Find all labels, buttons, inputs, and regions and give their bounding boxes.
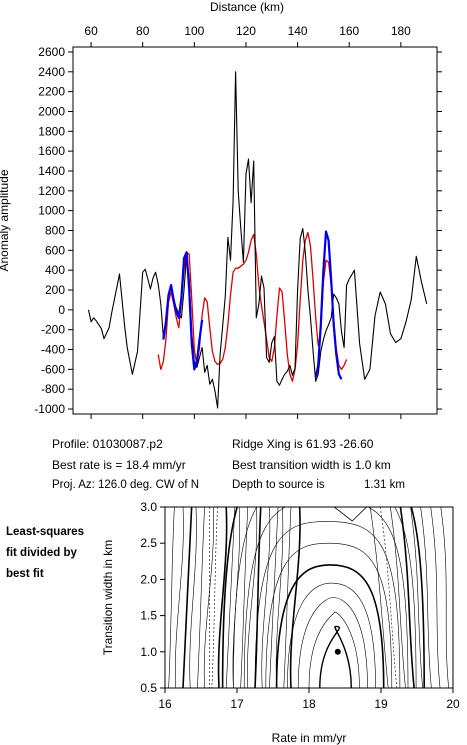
best-rate-label: Best rate is = 18.4 mm/yr xyxy=(52,458,186,472)
projection-azimuth-label: Proj. Az: 126.0 deg. CW of N xyxy=(52,479,200,491)
y-tick-label: 0 xyxy=(58,303,65,317)
depth-to-source-value: 1.31 km xyxy=(364,479,405,491)
y-tick-label: 2600 xyxy=(38,45,65,59)
y-tick-label: 2200 xyxy=(38,85,65,99)
contour-line xyxy=(390,507,406,688)
contour-line xyxy=(399,507,415,688)
y-tick-label: 400 xyxy=(45,263,65,277)
x-tick-label: 19 xyxy=(374,697,388,711)
y-tick-label: 2000 xyxy=(38,104,65,118)
contour-field xyxy=(168,507,449,688)
contour-line xyxy=(225,507,236,688)
contour-line xyxy=(333,507,367,522)
misfit-note-line-2: fit divided by xyxy=(6,547,77,559)
x-tick-label: 100 xyxy=(184,24,204,38)
contour-line xyxy=(217,507,228,688)
y-axis-title: Transition width in km xyxy=(101,540,115,656)
contour-line xyxy=(261,507,271,688)
best-transition-width-label: Best transition width is 1.0 km xyxy=(232,458,391,472)
y-tick-label: 1.0 xyxy=(140,645,157,659)
contour-line xyxy=(269,507,279,688)
contour-line xyxy=(440,507,449,688)
anomaly-chart: -1000 -800 -600 -400 -200 0 200 400 600 800 1000 12… xyxy=(0,0,442,419)
contour-line xyxy=(233,507,417,688)
contour-line xyxy=(430,507,441,688)
profile-label: Profile: 01030087.p2 xyxy=(52,437,163,451)
y-tick-label: -800 xyxy=(41,382,65,396)
x-axis-title: Distance (km) xyxy=(210,0,284,14)
contour-line xyxy=(379,507,398,688)
contour-line xyxy=(287,582,376,688)
contour-line xyxy=(189,507,197,688)
contour-line xyxy=(254,507,262,688)
y-tick-label: -600 xyxy=(41,362,65,376)
misfit-note-line-3: best fit xyxy=(6,568,44,580)
x-tick-label: 17 xyxy=(230,697,244,711)
x-tick-label: 180 xyxy=(391,24,411,38)
contour-line xyxy=(221,507,425,688)
best-fit-marker xyxy=(334,648,341,655)
contour-line xyxy=(369,507,389,688)
contour-line xyxy=(265,542,393,688)
contour-line xyxy=(197,507,205,688)
y-tick-label: -400 xyxy=(41,343,65,357)
contour-line xyxy=(420,507,432,688)
observed-anomaly-line xyxy=(87,71,428,409)
contour-line xyxy=(211,507,218,688)
ridge-crossing-label: Ridge Xing is 61.93 -26.60 xyxy=(232,437,374,451)
y-tick-label: -1000 xyxy=(34,402,65,416)
y-tick-label: 1200 xyxy=(38,184,65,198)
contour-line xyxy=(243,507,409,688)
x-tick-label: 16 xyxy=(158,697,172,711)
y-tick-label: 2.0 xyxy=(140,572,157,586)
x-tick-label: 18 xyxy=(302,697,316,711)
contour-line xyxy=(308,611,360,688)
contour-line xyxy=(175,507,184,688)
depth-to-source-label: Depth to source is xyxy=(232,479,325,491)
y-tick-label: 0.5 xyxy=(140,681,157,695)
y-tick-label: 200 xyxy=(45,283,65,297)
x-tick-label: 20 xyxy=(446,697,460,711)
contour-line xyxy=(319,625,352,688)
y-tick-label: 1800 xyxy=(38,124,65,138)
y-tick-label: 600 xyxy=(45,243,65,257)
contour-frame xyxy=(164,506,454,689)
contour-line xyxy=(410,507,424,688)
x-tick-label: 120 xyxy=(236,24,256,38)
contour-line xyxy=(247,507,258,688)
misfit-note: Least-squares fit divided by best fit xyxy=(6,522,106,585)
y-tick-label: 3.0 xyxy=(140,500,157,514)
misfit-note-line-1: Least-squares xyxy=(6,526,84,538)
contour-line xyxy=(275,564,385,688)
x-tick-label: 80 xyxy=(136,24,150,38)
x-axis-title: Rate in mm/yr xyxy=(272,731,347,745)
x-tick-label: 60 xyxy=(84,24,98,38)
contour-line xyxy=(240,507,249,688)
y-tick-label: -200 xyxy=(41,323,65,337)
contour-line xyxy=(203,507,214,688)
synthetic-model-line xyxy=(157,231,348,382)
y-tick-label: 1400 xyxy=(38,164,65,178)
y-tick-label: 1.5 xyxy=(140,609,157,623)
best-fit-model-line xyxy=(162,230,343,380)
y-tick-label: 2400 xyxy=(38,65,65,79)
x-tick-label: 140 xyxy=(288,24,308,38)
contour-line xyxy=(289,507,301,688)
x-tick-label: 160 xyxy=(339,24,359,38)
contour-line xyxy=(297,597,368,688)
y-tick-label: 800 xyxy=(45,224,65,238)
y-axis-title: Anomaly amplitude xyxy=(0,169,11,271)
y-tick-label: 1000 xyxy=(38,204,65,218)
contour-line xyxy=(254,521,401,688)
contour-line xyxy=(168,507,175,688)
y-tick-label: 1600 xyxy=(38,144,65,158)
contour-line xyxy=(182,507,193,688)
y-tick-label: 2.5 xyxy=(140,536,157,550)
contour-line xyxy=(275,507,284,688)
misfit-contour-chart: 0.5 1.0 1.5 2.0 2.5 3.0 16 17 18 19 20 Rate in mm/y… xyxy=(101,500,460,745)
